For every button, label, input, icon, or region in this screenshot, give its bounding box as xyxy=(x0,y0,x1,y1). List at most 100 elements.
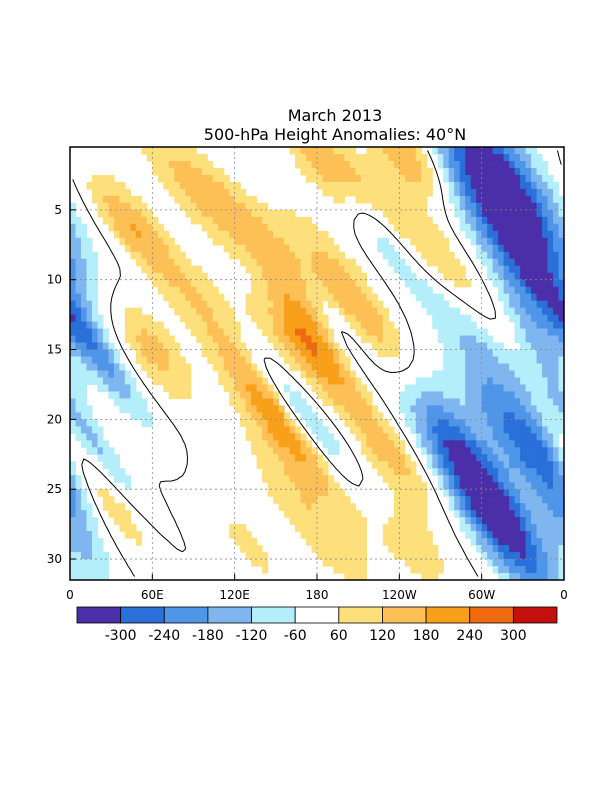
field-cell xyxy=(267,223,274,232)
field-cell xyxy=(80,370,88,379)
field-cell xyxy=(536,566,543,574)
field-cell xyxy=(168,272,175,281)
field-cell xyxy=(503,188,510,197)
field-cell xyxy=(174,349,181,358)
field-cell xyxy=(520,279,527,288)
field-cell xyxy=(465,524,472,532)
field-cell xyxy=(152,363,159,372)
field-cell xyxy=(547,552,554,560)
field-cell xyxy=(470,391,477,400)
field-cell xyxy=(470,510,477,518)
field-cell xyxy=(300,272,307,281)
field-cell xyxy=(190,286,197,295)
field-cell xyxy=(273,489,280,497)
field-cell xyxy=(234,230,241,239)
field-cell xyxy=(525,342,532,351)
field-cell xyxy=(327,356,335,365)
field-cell xyxy=(454,202,461,211)
field-cell xyxy=(388,188,395,197)
field-cell xyxy=(476,202,483,211)
field-cell xyxy=(454,419,461,427)
field-cell xyxy=(542,482,549,490)
field-cell xyxy=(476,244,483,253)
field-cell xyxy=(97,314,104,323)
field-cell xyxy=(514,209,521,218)
field-cell xyxy=(234,188,241,197)
field-cell xyxy=(371,342,378,351)
field-cell xyxy=(520,475,527,483)
field-cell xyxy=(333,370,340,379)
field-cell xyxy=(306,342,313,351)
field-cell xyxy=(443,433,450,441)
field-cell xyxy=(273,321,280,330)
field-cell xyxy=(525,412,532,420)
field-cell xyxy=(311,412,318,420)
field-cell xyxy=(481,426,488,434)
field-cell xyxy=(124,223,131,232)
field-cell xyxy=(382,188,389,197)
field-cell xyxy=(459,419,466,427)
field-cell xyxy=(338,160,346,169)
field-cell xyxy=(212,335,219,344)
field-cell xyxy=(547,265,554,274)
field-cell xyxy=(547,496,554,504)
field-cell xyxy=(327,272,335,281)
field-cell xyxy=(514,384,521,393)
field-cell xyxy=(70,496,77,504)
field-cell xyxy=(91,440,99,448)
field-cell xyxy=(531,153,538,162)
field-cell xyxy=(344,370,351,379)
field-cell xyxy=(525,398,532,406)
field-cell xyxy=(306,237,313,246)
field-cell xyxy=(284,419,291,427)
field-cell xyxy=(289,510,296,518)
field-cell xyxy=(97,377,104,386)
field-cell xyxy=(503,454,510,462)
field-cell xyxy=(503,202,510,211)
field-cell xyxy=(399,181,406,190)
field-cell xyxy=(102,573,110,580)
field-cell xyxy=(531,405,538,413)
field-cell xyxy=(168,342,175,351)
field-cell xyxy=(481,230,488,239)
field-cell xyxy=(218,300,225,309)
field-cell xyxy=(509,384,516,393)
field-cell xyxy=(311,468,318,476)
x-tick-label: 60E xyxy=(141,588,164,602)
field-cell xyxy=(267,265,274,274)
field-cell xyxy=(421,552,428,560)
field-cell xyxy=(432,468,439,476)
field-cell xyxy=(300,461,307,469)
field-cell xyxy=(146,147,153,155)
field-cell xyxy=(432,244,439,253)
colorbar-swatch xyxy=(469,606,514,624)
colorbar-label: -120 xyxy=(236,628,268,644)
field-cell xyxy=(454,188,461,197)
field-cell xyxy=(102,342,110,351)
field-cell xyxy=(256,321,263,330)
field-cell xyxy=(152,153,159,162)
field-cell xyxy=(410,167,417,176)
field-cell xyxy=(525,496,532,504)
field-cell xyxy=(212,167,219,176)
field-cell xyxy=(437,454,444,462)
field-cell xyxy=(520,167,527,176)
field-cell xyxy=(470,237,477,246)
field-cell xyxy=(163,328,170,337)
field-cell xyxy=(536,293,543,302)
field-cell xyxy=(333,363,340,372)
field-cell xyxy=(465,370,472,379)
colorbar-label: -180 xyxy=(192,628,224,644)
field-cell xyxy=(443,265,450,274)
field-cell xyxy=(300,412,307,420)
field-cell xyxy=(284,223,291,232)
field-cell xyxy=(415,195,422,204)
field-cell xyxy=(229,223,236,232)
field-cell xyxy=(514,468,521,476)
field-cell xyxy=(514,510,521,518)
field-cell xyxy=(542,433,549,441)
field-cell xyxy=(481,454,488,462)
field-cell xyxy=(487,258,494,267)
field-cell xyxy=(141,398,148,406)
field-cell xyxy=(240,188,247,197)
